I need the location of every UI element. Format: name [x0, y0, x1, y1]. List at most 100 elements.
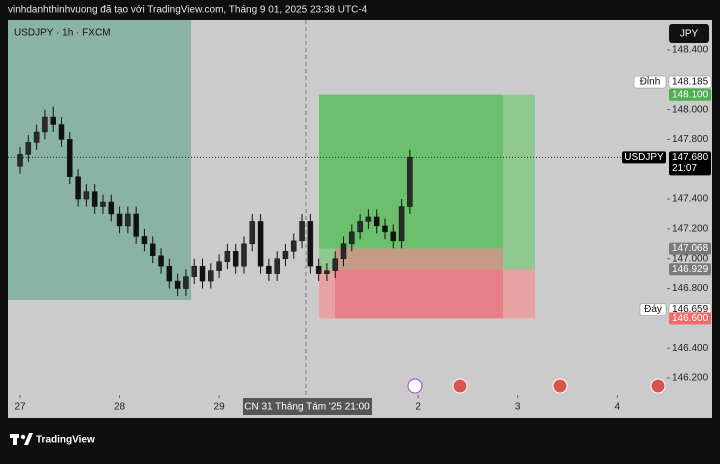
- y-tick-label: 148.400: [672, 45, 709, 56]
- candle-body: [100, 201, 106, 207]
- candle-body: [290, 240, 297, 252]
- badge-name: Đáy: [644, 304, 662, 315]
- badge-name: USDJPY: [624, 152, 664, 163]
- price-badge-label: 146.600: [672, 313, 709, 324]
- candle-body: [224, 251, 231, 262]
- candle-body: [398, 206, 405, 242]
- badge-name-box: [622, 151, 666, 164]
- price-badge: [669, 242, 711, 255]
- candle-body: [158, 255, 164, 267]
- price-badge: [668, 75, 712, 89]
- candle-body: [365, 216, 372, 222]
- logo-part: [24, 433, 33, 445]
- price-badge-label: 146.659: [672, 304, 709, 315]
- candle-body: [183, 276, 189, 289]
- event-icon[interactable]: [650, 378, 666, 394]
- candle-body: [241, 243, 247, 267]
- symbol-title: USDJPY · 1h · FXCM: [14, 28, 111, 39]
- y-tick-label: 146.400: [672, 343, 709, 354]
- candle-body: [340, 243, 347, 259]
- candle-body: [33, 131, 40, 143]
- candle-body: [249, 221, 256, 245]
- brand-name: TradingView: [36, 435, 95, 446]
- price-badge-label: 147.680: [672, 152, 709, 163]
- price-badge: [669, 88, 711, 101]
- currency-button[interactable]: [669, 24, 709, 43]
- x-tick-label: 2: [415, 402, 421, 413]
- price-badge-label: 148.185: [672, 77, 709, 88]
- candle-body: [266, 265, 272, 274]
- y-tick-label: 147.000: [672, 253, 709, 264]
- badge-name-box: [633, 75, 667, 89]
- candle-body: [149, 243, 156, 256]
- x-tick-label: 3: [515, 402, 521, 413]
- event-icons: [407, 378, 666, 394]
- price-badge-label: 146.929: [672, 264, 709, 275]
- crosshair-label: CN 31 Tháng Tám '25 21:00: [244, 402, 370, 413]
- currency-label: JPY: [680, 29, 699, 40]
- candle-body: [232, 251, 239, 267]
- price-badge: [669, 312, 711, 325]
- position-tool: [319, 94, 535, 319]
- candle-body: [58, 124, 65, 140]
- highlight-rectangle: [8, 20, 191, 300]
- candle-body: [307, 221, 314, 267]
- y-tick-label: 147.400: [672, 194, 709, 205]
- candle-body: [324, 270, 330, 274]
- candle-body: [357, 221, 363, 233]
- candle-body: [75, 176, 81, 200]
- candles: [8, 106, 667, 296]
- badge-name: Đỉnh: [640, 76, 661, 88]
- y-tick-label: 146.200: [672, 373, 709, 384]
- candle-body: [174, 280, 181, 289]
- candle-body: [25, 142, 32, 155]
- stop-zone-filled: [335, 269, 503, 319]
- candle-body: [332, 258, 338, 271]
- candle-body: [133, 213, 139, 237]
- candle-body: [83, 191, 90, 200]
- candle-body: [191, 265, 197, 277]
- brand-logo: [10, 433, 33, 445]
- price-badge-label: 147.068: [672, 243, 709, 254]
- candle-body: [216, 261, 222, 271]
- candle-body: [257, 221, 264, 267]
- crosshair-badge: [243, 398, 372, 415]
- logo-part: [20, 434, 26, 440]
- badge-name-box: [639, 303, 667, 316]
- candle-body: [17, 154, 23, 167]
- candle-body: [390, 231, 397, 242]
- candle-body: [349, 231, 355, 245]
- candle-body: [116, 213, 123, 227]
- y-tick-label: 146.800: [672, 283, 709, 294]
- event-icon[interactable]: [452, 378, 468, 394]
- candle-body: [208, 270, 214, 282]
- event-icon[interactable]: [552, 378, 568, 394]
- entry-band: [335, 248, 503, 270]
- candle-body: [91, 191, 98, 207]
- candle-body: [108, 201, 115, 215]
- candle-body: [50, 116, 56, 125]
- candle-body: [42, 116, 48, 133]
- x-tick-label: 27: [14, 402, 26, 413]
- price-badge-sub: 21:07: [672, 163, 697, 174]
- x-tick-label: 28: [114, 402, 126, 413]
- y-tick-label: 147.200: [672, 224, 709, 235]
- x-tick-label: 29: [214, 402, 226, 413]
- x-tick-label: 4: [614, 402, 620, 413]
- candle-body: [141, 236, 148, 245]
- candle-body: [274, 258, 280, 274]
- header-text: vinhdanhthinhvuong đã tạo với TradingVie…: [8, 5, 368, 16]
- candle-body: [373, 216, 380, 227]
- y-tick-label: 147.800: [672, 134, 709, 145]
- price-badge: [669, 151, 711, 176]
- candle-body: [282, 251, 289, 259]
- candle-body: [125, 213, 131, 227]
- candle-body: [315, 265, 322, 274]
- candle-body: [166, 265, 173, 282]
- y-tick-label: 148.000: [672, 104, 709, 115]
- candle-body: [382, 225, 388, 233]
- price-badge: [669, 263, 711, 276]
- event-icon[interactable]: [407, 378, 423, 394]
